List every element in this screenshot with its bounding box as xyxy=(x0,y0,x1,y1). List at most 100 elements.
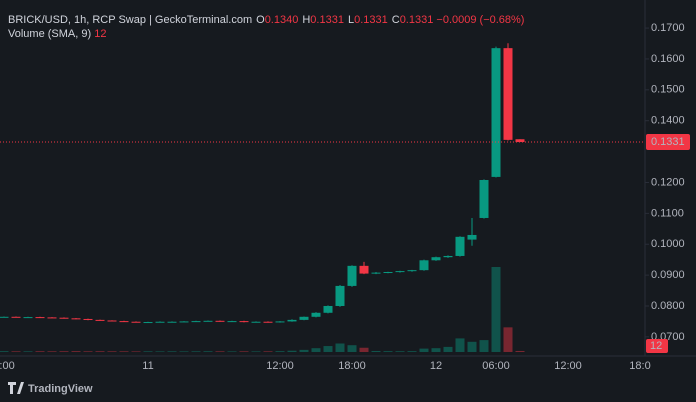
x-tick-label: 11 xyxy=(142,360,153,372)
brand-logo xyxy=(8,382,24,394)
symbol-title: BRICK/USD, 1h, RCP Swap | GeckoTerminal.… xyxy=(8,14,253,26)
volume-bar xyxy=(455,338,465,352)
volume-bar xyxy=(203,351,213,352)
candle-body xyxy=(371,272,381,274)
volume-bar xyxy=(323,346,333,352)
volume-bar xyxy=(11,351,21,352)
y-tick-label: 0.0900 xyxy=(651,269,685,281)
volume-bar xyxy=(443,346,453,352)
volume-tag-label: 12 xyxy=(650,340,662,352)
ohlc-label: L xyxy=(347,14,355,26)
volume-bar xyxy=(143,351,153,352)
y-tick-label: 0.1500 xyxy=(651,84,685,96)
volume-bar xyxy=(191,351,201,352)
candle-body xyxy=(323,305,333,313)
volume-bar xyxy=(239,351,249,352)
volume-bar xyxy=(23,351,33,352)
y-tick-label: 0.1100 xyxy=(651,207,684,219)
candle-body xyxy=(167,321,177,323)
volume-bar xyxy=(479,340,489,352)
candle-body xyxy=(131,321,141,323)
volume-bar xyxy=(311,348,321,352)
candle-body xyxy=(431,257,441,261)
volume-bar xyxy=(107,351,117,352)
volume-bar xyxy=(359,347,369,352)
ohlc-value: 0.1331 xyxy=(354,14,388,26)
candle-body xyxy=(287,319,297,322)
volume-value: 12 xyxy=(94,28,107,40)
volume-bar xyxy=(155,351,165,352)
volume-bar xyxy=(503,327,513,352)
legend: BRICK/USD, 1h, RCP Swap | GeckoTerminal.… xyxy=(8,13,524,41)
volume-bar xyxy=(119,351,129,352)
candle-body xyxy=(443,255,453,258)
candle-body xyxy=(83,318,93,320)
volume-bar xyxy=(383,351,393,352)
candle-body xyxy=(203,320,213,322)
volume-title: Volume (SMA, 9) xyxy=(8,28,92,40)
candle-body xyxy=(71,318,81,320)
volume-bar xyxy=(299,349,309,352)
ohlc-value: 0.1331 xyxy=(399,14,434,26)
volume-bar xyxy=(275,351,285,352)
candle-body xyxy=(227,321,237,323)
volume-bar xyxy=(419,348,429,352)
candle-body xyxy=(179,321,189,323)
candle-body xyxy=(47,317,57,319)
candle-body xyxy=(107,320,117,322)
volume-bar xyxy=(407,351,417,352)
candle-body xyxy=(515,139,525,143)
volume-bar xyxy=(491,267,501,352)
candle-body xyxy=(263,321,273,323)
candle-body xyxy=(335,285,345,306)
candle-body xyxy=(311,312,321,317)
y-tick-label: 0.1000 xyxy=(651,238,685,250)
y-tick-label: 0.1600 xyxy=(651,53,685,65)
volume-bar xyxy=(83,351,93,352)
x-tick-label: 12:00 xyxy=(266,360,294,372)
volume-bar xyxy=(179,351,189,352)
candle-body xyxy=(251,321,261,323)
volume-bar xyxy=(395,351,405,352)
candle-body xyxy=(23,317,33,319)
y-tick-label: 0.0800 xyxy=(651,300,685,312)
x-tick-label: 12 xyxy=(430,360,442,372)
ohlc-label: H xyxy=(302,14,311,26)
x-tick-label: 18:00 xyxy=(338,360,366,372)
y-tick-label: 0.1200 xyxy=(651,176,685,188)
x-tick-label: 2:00 xyxy=(0,360,15,372)
ohlc-label: C xyxy=(391,14,400,26)
candle-body xyxy=(455,236,465,256)
x-tick-label: 18:0 xyxy=(629,360,650,372)
ohlc-value: 0.1340 xyxy=(264,14,299,26)
candle-body xyxy=(299,316,309,320)
x-tick-label: 12:00 xyxy=(554,360,582,372)
volume-bar xyxy=(467,341,477,352)
candle-body xyxy=(191,321,201,323)
candle-body xyxy=(95,319,105,321)
ohlc-row: BRICK/USD, 1h, RCP Swap | GeckoTerminal.… xyxy=(8,13,524,27)
volume-bar xyxy=(335,343,345,352)
last-price-tag xyxy=(646,134,690,151)
x-tick-label: 06:00 xyxy=(482,360,510,372)
volume-bar xyxy=(431,348,441,352)
volume-bar xyxy=(71,351,81,352)
candle-body xyxy=(143,322,153,324)
last-price-label: 0.1331 xyxy=(651,136,685,148)
candle-body xyxy=(419,260,429,271)
candle-body xyxy=(467,234,477,240)
brand-label: TradingView xyxy=(28,383,93,395)
volume-bar xyxy=(95,351,105,352)
candle-body xyxy=(11,316,21,318)
ohlc-label: O xyxy=(256,14,265,26)
candle-body xyxy=(35,317,45,319)
volume-bar xyxy=(131,351,141,352)
volume-bar xyxy=(35,351,45,352)
candle-body xyxy=(275,321,285,323)
change: −0.0009 (−0.68%) xyxy=(436,14,525,26)
volume-bar xyxy=(227,351,237,352)
candle-body xyxy=(359,265,369,274)
volume-bar xyxy=(347,345,357,352)
